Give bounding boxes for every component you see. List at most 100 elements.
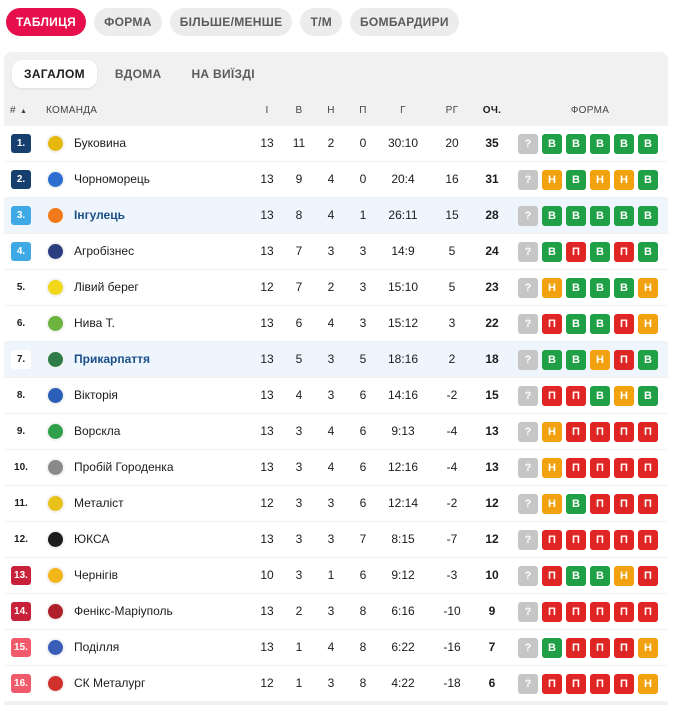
tab-tm[interactable]: Т/М xyxy=(300,8,342,36)
form-result-badge[interactable]: В xyxy=(566,314,586,334)
form-result-badge[interactable]: П xyxy=(542,314,562,334)
table-row[interactable]: 6. Нива Т. 13 6 4 3 15:12 3 22? П В В П Н xyxy=(4,306,668,341)
form-result-badge[interactable]: П xyxy=(590,458,610,478)
form-result-badge[interactable]: В xyxy=(542,638,562,658)
form-result-badge[interactable]: П xyxy=(614,602,634,622)
form-result-badge[interactable]: П xyxy=(566,674,586,694)
next-match-badge[interactable]: ? xyxy=(518,530,538,550)
form-result-badge[interactable]: П xyxy=(542,530,562,550)
form-result-badge[interactable]: П xyxy=(638,494,658,514)
team-name[interactable]: Фенікс-Маріуполь xyxy=(74,604,173,618)
form-result-badge[interactable]: В xyxy=(590,134,610,154)
team-name[interactable]: Вікторія xyxy=(74,388,118,402)
team-name[interactable]: Чернігів xyxy=(74,568,119,582)
table-row[interactable]: 14. Фенікс-Маріуполь 13 2 3 8 6:16 -10 9? П П П П П xyxy=(4,594,668,629)
header-goals[interactable]: Г xyxy=(400,105,406,116)
form-result-badge[interactable]: П xyxy=(566,422,586,442)
form-result-badge[interactable]: В xyxy=(638,134,658,154)
team-name[interactable]: Ворскла xyxy=(74,424,121,438)
next-match-badge[interactable]: ? xyxy=(518,566,538,586)
form-result-badge[interactable]: В xyxy=(614,206,634,226)
header-won[interactable]: В xyxy=(295,105,303,116)
team-name[interactable]: Пробій Городенка xyxy=(74,460,174,474)
form-result-badge[interactable]: Н xyxy=(638,314,658,334)
form-result-badge[interactable]: В xyxy=(566,350,586,370)
tab-table[interactable]: ТАБЛИЦЯ xyxy=(6,8,87,36)
form-result-badge[interactable]: П xyxy=(590,422,610,442)
form-result-badge[interactable]: Н xyxy=(542,422,562,442)
subtab-home[interactable]: ВДОМА xyxy=(114,67,162,81)
form-result-badge[interactable]: Н xyxy=(542,494,562,514)
form-result-badge[interactable]: П xyxy=(614,422,634,442)
team-name[interactable]: Буковина xyxy=(74,136,127,150)
tab-over-under[interactable]: БІЛЬШЕ/МЕНШЕ xyxy=(169,8,293,36)
form-result-badge[interactable]: В xyxy=(566,278,586,298)
form-result-badge[interactable]: П xyxy=(590,494,610,514)
form-result-badge[interactable]: Н xyxy=(614,170,634,190)
next-match-badge[interactable]: ? xyxy=(518,386,538,406)
table-row[interactable]: 13. Чернігів 10 3 1 6 9:12 -3 10? П В В Н П xyxy=(4,558,668,593)
form-result-badge[interactable]: П xyxy=(590,638,610,658)
next-match-badge[interactable]: ? xyxy=(518,350,538,370)
form-result-badge[interactable]: П xyxy=(590,602,610,622)
form-result-badge[interactable]: В xyxy=(542,242,562,262)
team-name[interactable]: Лівий берег xyxy=(74,280,139,294)
form-result-badge[interactable]: В xyxy=(590,386,610,406)
form-result-badge[interactable]: Н xyxy=(542,458,562,478)
team-name[interactable]: Прикарпаття xyxy=(74,352,151,366)
form-result-badge[interactable]: П xyxy=(614,350,634,370)
form-result-badge[interactable]: П xyxy=(638,458,658,478)
form-result-badge[interactable]: В xyxy=(638,386,658,406)
form-result-badge[interactable]: В xyxy=(614,134,634,154)
next-match-badge[interactable]: ? xyxy=(518,674,538,694)
form-result-badge[interactable]: П xyxy=(566,638,586,658)
table-row[interactable]: 12. ЮКСА 13 3 3 7 8:15 -7 12? П П П П П xyxy=(4,522,668,557)
form-result-badge[interactable]: П xyxy=(638,422,658,442)
form-result-badge[interactable]: П xyxy=(638,566,658,586)
header-played[interactable]: І xyxy=(265,105,269,116)
form-result-badge[interactable]: Н xyxy=(542,278,562,298)
form-result-badge[interactable]: П xyxy=(614,242,634,262)
form-result-badge[interactable]: П xyxy=(590,674,610,694)
form-result-badge[interactable]: П xyxy=(542,674,562,694)
form-result-badge[interactable]: В xyxy=(590,566,610,586)
form-result-badge[interactable]: П xyxy=(614,458,634,478)
table-row[interactable]: 8. Вікторія 13 4 3 6 14:16 -2 15? П П В Н В xyxy=(4,378,668,413)
table-row[interactable]: 5. Лівий берег 12 7 2 3 15:10 5 23? Н В В В Н xyxy=(4,270,668,305)
form-result-badge[interactable]: В xyxy=(638,350,658,370)
table-row[interactable]: 1. Буковина 13 11 2 0 30:10 20 35? В В В В В xyxy=(4,126,668,161)
form-result-badge[interactable]: В xyxy=(638,242,658,262)
header-rank[interactable]: # ▲ xyxy=(10,97,30,125)
team-name[interactable]: ЮКСА xyxy=(74,532,110,546)
form-result-badge[interactable]: П xyxy=(614,530,634,550)
form-result-badge[interactable]: Н xyxy=(590,170,610,190)
form-result-badge[interactable]: В xyxy=(590,278,610,298)
next-match-badge[interactable]: ? xyxy=(518,242,538,262)
team-name[interactable]: Поділля xyxy=(74,640,120,654)
form-result-badge[interactable]: П xyxy=(614,314,634,334)
table-row[interactable]: 16. СК Металург 12 1 3 8 4:22 -18 6? П П П П Н xyxy=(4,666,668,701)
form-result-badge[interactable]: Н xyxy=(590,350,610,370)
form-result-badge[interactable]: П xyxy=(638,602,658,622)
header-team[interactable]: КОМАНДА xyxy=(46,105,98,116)
subtab-away[interactable]: НА ВИЇЗДІ xyxy=(191,67,255,81)
team-name[interactable]: Металіст xyxy=(74,496,124,510)
next-match-badge[interactable]: ? xyxy=(518,278,538,298)
next-match-badge[interactable]: ? xyxy=(518,170,538,190)
form-result-badge[interactable]: П xyxy=(542,566,562,586)
header-drawn[interactable]: Н xyxy=(327,105,335,116)
table-row[interactable]: 7. Прикарпаття 13 5 3 5 18:16 2 18? В В Н П В xyxy=(4,342,668,377)
form-result-badge[interactable]: В xyxy=(590,206,610,226)
form-result-badge[interactable]: В xyxy=(542,350,562,370)
form-result-badge[interactable]: В xyxy=(566,170,586,190)
form-result-badge[interactable]: П xyxy=(566,530,586,550)
table-row[interactable]: 4. Агробізнес 13 7 3 3 14:9 5 24? В П В П В xyxy=(4,234,668,269)
form-result-badge[interactable]: Н xyxy=(638,638,658,658)
team-name[interactable]: Нива Т. xyxy=(74,316,115,330)
form-result-badge[interactable]: П xyxy=(614,638,634,658)
form-result-badge[interactable]: П xyxy=(566,602,586,622)
next-match-badge[interactable]: ? xyxy=(518,494,538,514)
table-row[interactable]: 2. Чорноморець 13 9 4 0 20:4 16 31? Н В Н Н В xyxy=(4,162,668,197)
subtab-overall[interactable]: ЗАГАЛОМ xyxy=(12,60,97,88)
next-match-badge[interactable]: ? xyxy=(518,134,538,154)
